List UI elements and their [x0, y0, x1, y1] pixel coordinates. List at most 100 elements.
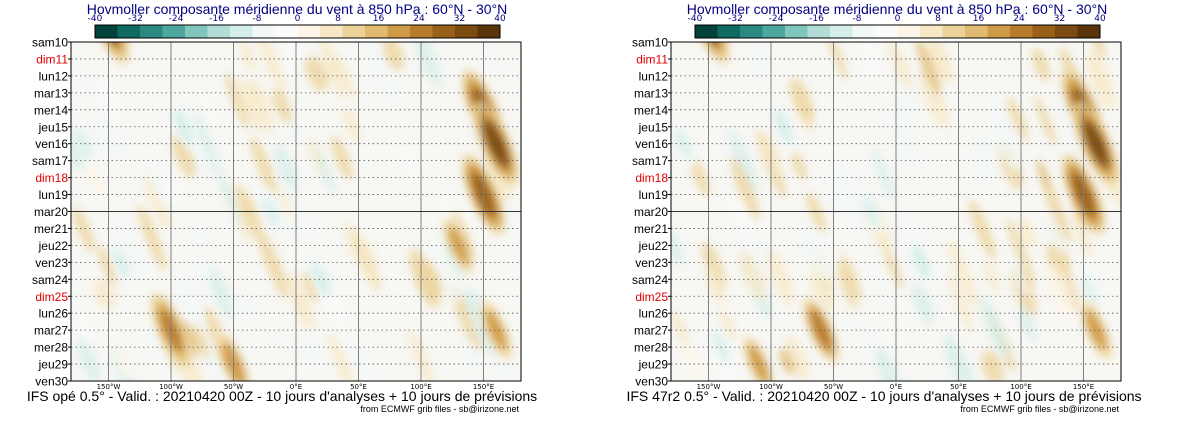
field-blob — [809, 264, 836, 312]
field-blob — [948, 239, 979, 309]
field-blob — [779, 348, 795, 375]
day-tick-label: mer14 — [634, 103, 668, 117]
field-blob — [105, 115, 125, 158]
colorbar-swatch — [230, 25, 253, 38]
colorbar-swatch — [185, 25, 208, 38]
day-tick-label: ven23 — [635, 256, 668, 270]
y-axis: sam10 dim11 lun12 mar13 mer14 jeu15 ven16 sam17… — [632, 36, 671, 389]
colorbar-swatch — [477, 25, 501, 38]
day-tick-label: lun19 — [639, 188, 669, 202]
field-blob — [969, 141, 995, 185]
colorbar-swatch — [275, 25, 298, 38]
field-blob — [225, 73, 250, 130]
colorbar-swatch — [387, 25, 411, 38]
colorbar-tick-label: -24 — [169, 14, 184, 24]
field-blob — [305, 336, 322, 368]
field-blob — [1086, 50, 1116, 110]
field-blob — [800, 223, 829, 281]
colorbar-tick-label: 0 — [295, 14, 301, 24]
field-blob — [71, 56, 91, 104]
field-blob — [806, 192, 827, 233]
day-tick-label: ven30 — [35, 375, 68, 389]
field-blob — [162, 174, 183, 207]
colorbar-swatch — [455, 25, 478, 38]
colorbar-tick-label: 32 — [1054, 14, 1065, 24]
longitude-tick-label: 150°E — [473, 383, 494, 391]
field-blob — [947, 272, 974, 334]
field-blob — [968, 199, 996, 260]
hovmoller-panel-ope: Hovmoller composante méridienne du vent … — [27, 1, 537, 414]
gridlines — [71, 42, 521, 381]
field-blob — [980, 297, 1009, 359]
field-blob — [172, 134, 197, 178]
credit-text: from ECMWF grib files - sb@irizone.net — [960, 404, 1119, 414]
colorbar-swatch — [695, 25, 718, 38]
field-blob — [1019, 305, 1037, 341]
colorbar-swatch — [942, 25, 966, 38]
colorbar-tick-label: -24 — [769, 14, 784, 24]
field-blob — [145, 175, 171, 229]
field-blob — [382, 42, 405, 71]
field-blob — [671, 230, 684, 265]
field-blob — [1007, 96, 1028, 142]
field-blob — [98, 245, 118, 285]
field-blob — [742, 229, 766, 269]
colorbar-swatch — [432, 25, 456, 38]
field-blob — [758, 131, 782, 175]
field-blob — [77, 338, 100, 381]
field-blob — [1031, 47, 1051, 82]
colorbar-swatch — [1010, 25, 1033, 38]
field-blob — [93, 278, 116, 310]
field-blob — [250, 137, 277, 195]
longitude-tick-label: 50°W — [224, 383, 243, 391]
field-blob — [893, 75, 918, 126]
footer-caption: IFS opé 0.5° - Valid. : 20210420 00Z - 1… — [27, 388, 537, 404]
day-tick-label: mer14 — [34, 103, 68, 117]
longitude-tick-label: 100°W — [159, 383, 183, 391]
field-blob — [237, 292, 255, 327]
field-blob — [72, 206, 95, 253]
colorbar-tick-label: 24 — [413, 14, 425, 24]
day-tick-label: dim25 — [35, 290, 68, 304]
field-blob — [852, 300, 874, 351]
field-blob — [430, 235, 461, 304]
field-blob — [207, 339, 241, 381]
field-blob — [690, 158, 710, 197]
field-blob — [840, 254, 862, 301]
colorbar-swatch — [410, 25, 433, 38]
colorbar-tick-label: 16 — [373, 14, 385, 24]
x-axis: 150°W 100°W 50°W 0°E 50°E 100°E 150°E — [697, 383, 1095, 391]
field-feature — [748, 346, 769, 381]
colorbar-swatch — [117, 25, 141, 38]
colorbar-tick-label: -16 — [209, 14, 224, 24]
field-blob — [767, 250, 794, 306]
colorbar-swatch — [740, 25, 763, 38]
field-blob — [114, 349, 131, 379]
field-blob — [750, 42, 773, 85]
field-blob — [739, 250, 766, 301]
field-blob — [342, 107, 361, 143]
field-blob — [257, 229, 288, 298]
day-tick-label: sam10 — [32, 36, 68, 50]
colorbar-swatch — [830, 25, 853, 38]
colorbar-swatch — [875, 25, 898, 38]
footer-caption: IFS 47r2 0.5° - Valid. : 20210420 00Z - … — [626, 388, 1141, 404]
field-blob — [981, 350, 1004, 381]
field-blob — [137, 204, 167, 271]
field-blob — [208, 267, 234, 319]
longitude-tick-label: 50°E — [350, 383, 367, 391]
day-tick-label: ven16 — [635, 137, 668, 151]
colorbar-tick-label: -8 — [253, 14, 262, 24]
field-feature — [912, 246, 930, 279]
day-tick-label: mar13 — [634, 86, 668, 100]
plot-area — [70, 41, 522, 382]
colorbar-tick-label: 40 — [494, 14, 506, 24]
field-blob — [1045, 216, 1065, 254]
colorbar-tick-label: -40 — [688, 14, 703, 24]
field-blob — [1017, 216, 1036, 249]
field-blob — [272, 88, 293, 124]
colorbar-tick-label: -40 — [88, 14, 103, 24]
day-tick-label: mar13 — [34, 86, 68, 100]
field-blob — [117, 215, 146, 281]
colorbar-tick-label: -32 — [728, 14, 743, 24]
